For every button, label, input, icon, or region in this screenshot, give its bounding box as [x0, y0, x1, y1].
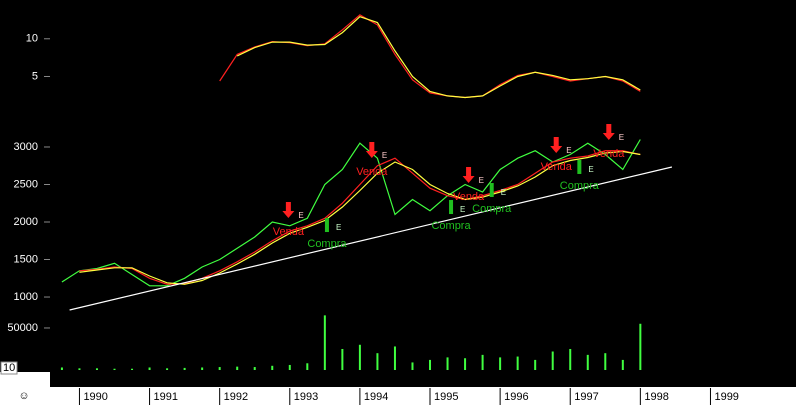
signal-label: Compra	[307, 238, 347, 250]
y-tick-label: 5	[32, 70, 38, 82]
volume-bar	[446, 357, 449, 370]
volume-bar	[113, 368, 116, 370]
signal-flag: E	[298, 211, 303, 220]
x-tick-label: 1998	[644, 391, 668, 403]
x-tick-label: 1990	[83, 391, 107, 403]
signal-label: Venda	[541, 161, 573, 173]
volume-bar	[621, 359, 624, 370]
signal-flag: E	[460, 205, 465, 214]
signal-flag: E	[479, 176, 484, 185]
volume-bar	[166, 368, 169, 370]
y-tick-label: 10	[26, 33, 38, 45]
series-line	[79, 150, 641, 285]
volume-bar	[429, 359, 432, 370]
volume-bar	[271, 365, 274, 370]
x-tick-label: 1991	[154, 391, 178, 403]
sell-arrow	[282, 202, 295, 219]
volume-bar	[393, 346, 396, 370]
x-tick-label: 1997	[574, 391, 598, 403]
volume-bar	[604, 353, 607, 370]
y-tick-label: 2500	[14, 178, 38, 190]
signal-label: Venda	[273, 226, 305, 238]
y-tick-label: 2000	[14, 216, 38, 228]
volume-bar	[148, 367, 151, 370]
signal-flag: E	[382, 151, 387, 160]
buy-marker	[577, 159, 582, 174]
volume-bar	[499, 357, 502, 370]
volume-bar	[236, 366, 239, 370]
buy-marker	[449, 200, 454, 215]
volume-bar	[253, 367, 256, 370]
volume-bar	[639, 323, 642, 370]
volume-bar	[464, 358, 467, 370]
signal-label: Compra	[560, 180, 600, 192]
signal-label: Compra	[431, 220, 471, 232]
corner-icon[interactable]: ☺	[18, 390, 29, 402]
series-line	[79, 150, 641, 285]
volume-bar	[358, 344, 361, 370]
volume-bar	[569, 348, 572, 370]
series-line	[236, 16, 641, 99]
y-tick-label: 1500	[14, 253, 38, 265]
volume-bar	[534, 359, 537, 370]
sell-arrow	[550, 136, 563, 153]
y-tick-label: 1000	[14, 291, 38, 303]
x-axis-strip	[50, 387, 796, 405]
series-line	[61, 139, 641, 287]
volume-bar	[60, 367, 63, 370]
zoom-box[interactable]	[0, 361, 18, 375]
y-tick-label: 3000	[14, 141, 38, 153]
volume-bar	[78, 368, 81, 370]
signal-flag: E	[501, 188, 506, 197]
x-tick-label: 1994	[364, 391, 388, 403]
corner-panel	[0, 372, 50, 405]
volume-bar	[201, 367, 204, 370]
x-tick-label: 1992	[224, 391, 248, 403]
volume-bar	[183, 367, 186, 370]
x-tick-label: 1995	[434, 391, 458, 403]
signal-flag: E	[619, 133, 624, 142]
signal-label: Venda	[356, 166, 388, 178]
volume-bar	[481, 354, 484, 370]
volume-bar	[551, 351, 554, 370]
volume-bar	[288, 364, 291, 370]
y-tick-label: 50000	[7, 322, 38, 334]
volume-bar	[95, 368, 98, 370]
volume-bar	[411, 362, 414, 370]
signal-label: Venda	[593, 148, 625, 160]
volume-bar	[218, 367, 221, 370]
trend-line	[69, 166, 673, 311]
signal-flag: E	[588, 165, 593, 174]
volume-bar	[306, 363, 309, 370]
volume-bar	[131, 368, 134, 370]
zoom-value: 10	[3, 362, 15, 374]
x-tick-label: 1996	[504, 391, 528, 403]
volume-bar	[516, 356, 519, 370]
signal-flag: E	[566, 146, 571, 155]
volume-bar	[586, 354, 589, 370]
x-tick-label: 1999	[714, 391, 738, 403]
signal-label: Compra	[472, 203, 512, 215]
sell-arrow	[602, 124, 615, 141]
sell-arrow	[365, 142, 378, 159]
volume-bar	[376, 353, 379, 370]
x-tick-label: 1993	[294, 391, 318, 403]
volume-bar	[323, 315, 326, 370]
buy-marker	[489, 182, 494, 197]
volume-bar	[341, 348, 344, 370]
signal-label: Venda	[453, 191, 485, 203]
buy-marker	[324, 218, 329, 233]
sell-arrow	[462, 166, 475, 183]
signal-flag: E	[336, 223, 341, 232]
